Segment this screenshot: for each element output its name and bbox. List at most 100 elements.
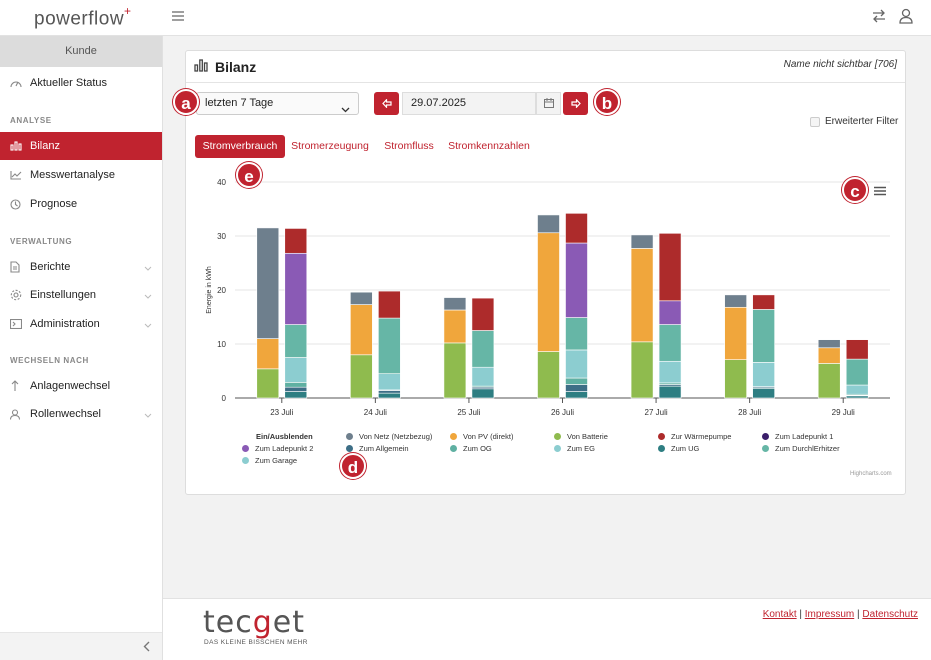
legend-label: Zum Ladepunkt 1 [775,432,834,441]
date-input[interactable]: 29.07.2025 [402,92,536,115]
sidebar-item-rollenwechsel[interactable]: Rollenwechsel [0,400,162,428]
legend-item[interactable]: Zur Wärmepumpe [658,432,731,441]
consumer-bar-segment [565,242,588,318]
period-select[interactable]: letzten 7 Tage [196,92,359,115]
legend-label: Zum Garage [255,456,298,465]
swap-arrows-icon[interactable] [871,9,887,23]
calendar-button[interactable] [536,92,561,115]
chevron-down-icon[interactable] [144,290,152,302]
sidebar-item-berichte[interactable]: Berichte [0,253,162,281]
legend-item[interactable]: Zum OG [450,444,492,453]
sidebar-item-anlagenwechsel[interactable]: Anlagenwechsel [0,372,162,400]
plant-name-note: Name nicht sichtbar [706] [783,59,897,70]
sidebar-item-label: Bilanz [30,140,60,152]
chevron-down-icon[interactable] [144,319,152,331]
legend-marker-icon [242,457,249,464]
consumer-bar-segment [845,339,869,360]
sidebar-item-administration[interactable]: Administration [0,310,162,338]
tab-stromerzeugung[interactable]: Stromerzeugung [291,140,369,152]
sidebar-item-einstellungen[interactable]: Einstellungen [0,281,162,309]
x-tick-label: 29 Juli [832,408,855,417]
extended-filter-checkbox[interactable]: Erweiterter Filter [810,116,898,127]
consumer-bar-segment [284,324,308,358]
period-select-value: letzten 7 Tage [205,97,274,109]
app-logo[interactable]: powerflow+ [34,4,132,30]
y-tick-label: 30 [217,232,226,241]
legend-toggle-label[interactable]: Ein/Ausblenden [256,432,313,441]
tab-stromkennzahlen[interactable]: Stromkennzahlen [448,140,530,152]
consumer-bar-segment [471,297,495,331]
sidebar-item-prognose[interactable]: Prognose [0,190,162,218]
user-icon[interactable] [899,8,913,24]
legend-label: Zum Ladepunkt 2 [255,444,314,453]
consumer-bar-segment [565,317,588,351]
consumer-bar-segment [471,330,495,368]
calendar-icon [543,97,554,111]
legend-item[interactable]: Zum EG [554,444,595,453]
consumer-bar-segment [284,357,308,383]
source-bar-segment [537,351,560,399]
legend-item[interactable]: Zum Garage [242,456,297,465]
consumer-bar-segment [658,232,682,302]
source-bar-segment [817,347,841,364]
tab-stromfluss[interactable]: Stromfluss [384,140,434,152]
sidebar-item-label: Aktueller Status [30,77,108,89]
sidebar-item-messwertanalyse[interactable]: Messwertanalyse [0,161,162,189]
impressum-link[interactable]: Impressum [804,609,855,620]
legend-item[interactable]: Zum Ladepunkt 2 [242,444,313,453]
y-tick-label: 0 [222,394,227,403]
previous-date-button[interactable] [374,92,399,115]
y-tick-label: 20 [217,286,226,295]
consumer-bar-segment [658,360,682,384]
consumer-bar-segment [284,228,308,254]
sidebar-item-bilanz[interactable]: Bilanz [0,132,162,160]
customer-header[interactable]: Kunde [0,36,162,67]
tecget-logo[interactable]: tecget [203,605,305,640]
consumer-bar-segment [284,252,308,325]
chart-menu-icon[interactable] [874,185,886,199]
badge-d: d [340,453,366,479]
legend-marker-icon [346,445,353,452]
kontakt-link[interactable]: Kontakt [762,609,797,620]
legend-item[interactable]: Von Netz (Netzbezug) [346,432,432,441]
legend-item[interactable]: Von Batterie [554,432,608,441]
legend-marker-icon [450,445,457,452]
arrow-left-icon [381,97,392,111]
consumer-bar-segment [471,366,495,387]
consumer-bar-segment [845,395,869,399]
checkbox-icon[interactable] [810,116,820,127]
legend-marker-icon [554,433,561,440]
consumer-bar-segment [752,309,775,363]
page-title: Bilanz [215,59,257,75]
legend-item[interactable]: Zum UG [658,444,699,453]
datenschutz-link[interactable]: Datenschutz [862,609,918,620]
highcharts-credit[interactable]: Highcharts.com [850,471,892,477]
chevron-down-icon[interactable] [144,262,152,274]
consumer-bar-segment [284,382,308,388]
gear-icon [10,289,23,301]
consumer-bar-segment [284,386,308,392]
legend-item[interactable]: Zum Allgemein [346,444,409,453]
hamburger-menu-icon[interactable] [172,10,184,22]
chevron-down-icon[interactable] [144,409,152,421]
legend-item[interactable]: Zum DurchlErhitzer [762,444,840,453]
consumer-bar-segment [565,377,588,385]
source-bar-segment [630,248,654,343]
sidebar-collapse-button[interactable] [0,632,162,660]
source-bar-segment [724,294,747,308]
legend-label: Zum Allgemein [359,444,409,453]
legend-item[interactable]: Zum Ladepunkt 1 [762,432,833,441]
sidebar-item-label: Rollenwechsel [30,408,101,420]
source-bar-segment [630,234,654,249]
sidebar-item-label: Einstellungen [30,289,97,301]
tab-stromverbrauch[interactable]: Stromverbrauch [195,135,285,158]
next-date-button[interactable] [563,92,588,115]
sidebar-item-status[interactable]: Aktueller Status [0,69,162,97]
legend-marker-icon [346,433,353,440]
consumption-chart: 0 10 20 30 40 Energie in kWh 23 Juli 24 Juli 25 … [206,178,890,417]
legend-label: Von Batterie [567,432,608,441]
legend-marker-icon [450,433,457,440]
footer: tecget DAS KLEINE BISSCHEN MEHR Kontakt … [163,598,931,660]
legend-item[interactable]: Von PV (direkt) [450,432,513,441]
consumer-bar-segment [378,317,401,375]
